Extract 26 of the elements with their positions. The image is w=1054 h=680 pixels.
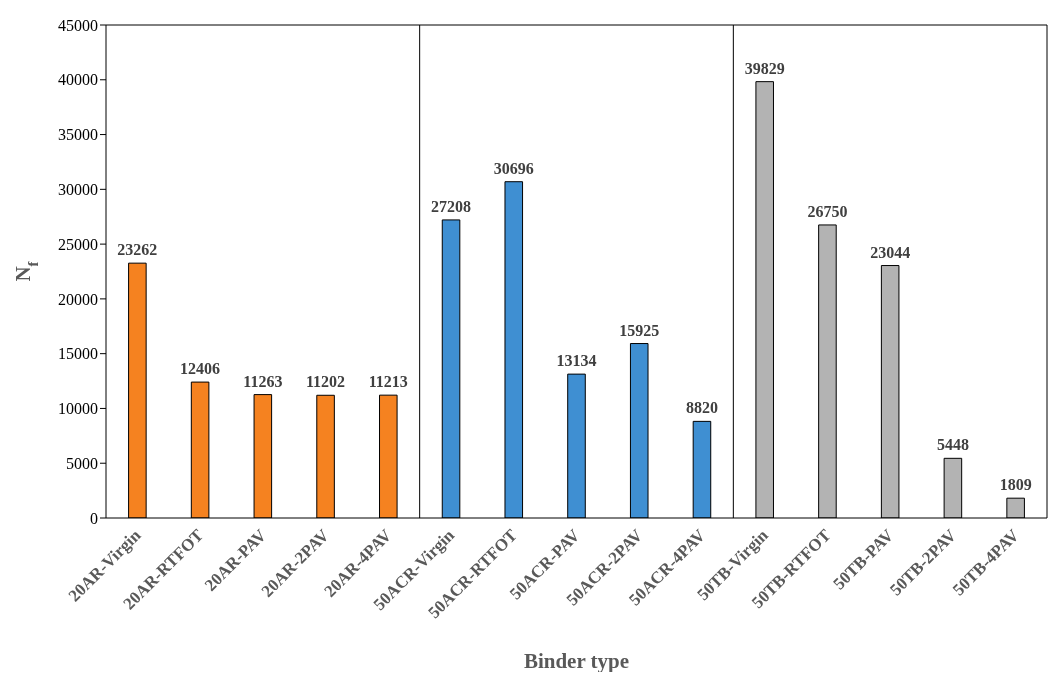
data-label: 27208 — [431, 197, 472, 215]
data-label: 11213 — [368, 373, 408, 391]
y-tick-label: 35000 — [58, 126, 98, 144]
data-label: 30696 — [493, 159, 534, 177]
data-label: 23262 — [117, 241, 158, 259]
y-tick-label: 5000 — [66, 454, 98, 472]
data-label: 1809 — [999, 476, 1032, 494]
data-label: 5448 — [936, 436, 969, 454]
x-axis-title: Binder type — [523, 649, 630, 673]
data-label: 11263 — [243, 372, 283, 390]
data-label: 13134 — [556, 352, 597, 370]
y-tick-label: 10000 — [58, 400, 98, 418]
data-label: 8820 — [685, 399, 718, 417]
data-label: 11202 — [306, 373, 346, 391]
y-tick-label: 40000 — [58, 71, 98, 89]
data-label: 26750 — [807, 202, 848, 220]
y-tick-label: 15000 — [58, 345, 98, 363]
y-tick-label: 0 — [90, 509, 98, 527]
data-label: 12406 — [180, 360, 221, 378]
y-tick-label: 25000 — [58, 235, 98, 253]
data-label: 23044 — [870, 243, 911, 261]
data-label: 15925 — [619, 321, 660, 339]
y-tick-label: 20000 — [58, 290, 98, 308]
data-label: 39829 — [744, 59, 785, 77]
y-tick-label: 45000 — [58, 16, 98, 34]
y-tick-label: 30000 — [58, 181, 98, 199]
